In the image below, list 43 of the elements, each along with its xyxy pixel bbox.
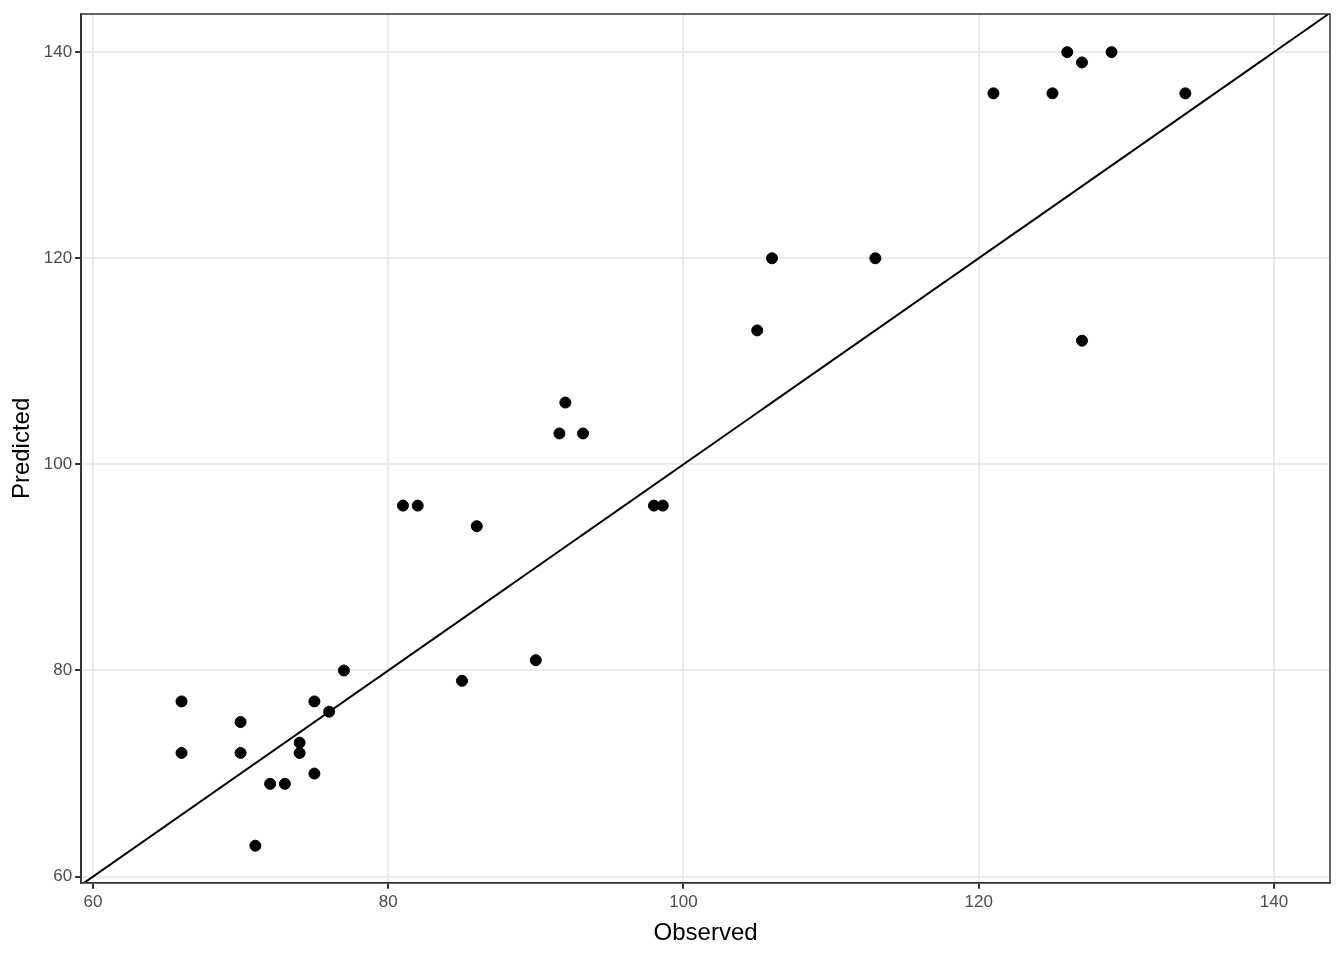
point	[987, 87, 1000, 100]
point	[869, 252, 882, 265]
x-tick-label: 60	[83, 891, 103, 911]
point	[308, 695, 321, 708]
point	[751, 324, 764, 337]
y-tick-label: 140	[43, 41, 73, 61]
point	[411, 499, 424, 512]
y-tick-label: 60	[53, 866, 73, 886]
x-tick-label: 80	[378, 891, 398, 911]
y-tick-label: 100	[43, 454, 73, 474]
point	[323, 705, 336, 718]
point	[529, 654, 542, 667]
point	[1076, 334, 1088, 347]
point	[1105, 46, 1118, 59]
point	[456, 674, 469, 687]
point	[337, 664, 350, 677]
point	[577, 427, 590, 440]
x-tick-label: 120	[964, 891, 993, 911]
x-axis-title: Observed	[653, 918, 758, 946]
point	[1179, 87, 1192, 100]
point	[264, 777, 277, 790]
point	[553, 427, 566, 440]
y-tick-label: 80	[53, 660, 73, 680]
point	[175, 695, 188, 708]
point	[1061, 46, 1074, 59]
point	[470, 520, 483, 533]
point	[396, 499, 409, 512]
y-axis-title: Predicted	[7, 397, 35, 500]
point	[278, 777, 291, 790]
x-tick-label: 100	[669, 891, 698, 911]
y-tick-label: 120	[43, 247, 73, 267]
point	[249, 839, 262, 852]
point	[293, 746, 306, 759]
point	[234, 746, 247, 759]
point	[308, 767, 321, 780]
x-tick-label: 140	[1259, 891, 1289, 911]
point	[559, 396, 572, 409]
point	[293, 736, 306, 749]
point	[1046, 87, 1059, 100]
point	[1076, 56, 1088, 69]
point	[234, 716, 247, 729]
point	[766, 252, 779, 265]
point	[175, 746, 188, 759]
